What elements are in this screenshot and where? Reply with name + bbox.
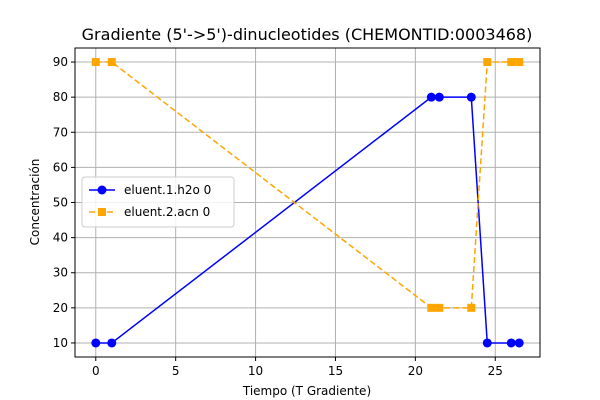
y-tick-label: 80 — [53, 90, 68, 104]
y-tick-label: 90 — [53, 55, 68, 69]
data-point — [483, 58, 492, 67]
data-point — [435, 303, 444, 312]
data-point — [514, 338, 524, 348]
x-tick-label: 0 — [92, 364, 100, 378]
series-layer — [91, 58, 524, 348]
y-tick-label: 70 — [53, 125, 68, 139]
legend-marker — [97, 185, 107, 195]
series-1 — [91, 92, 524, 348]
y-tick-label: 60 — [53, 160, 68, 174]
data-point — [107, 338, 117, 348]
legend-label: eluent.2.acn 0 — [124, 205, 210, 219]
data-point — [506, 338, 516, 348]
legend-box — [81, 176, 235, 228]
data-point — [482, 338, 492, 348]
data-point — [467, 303, 476, 312]
chart-title: Gradiente (5'->5')-dinucleotides (CHEMON… — [82, 25, 533, 44]
y-tick-label: 20 — [53, 301, 68, 315]
data-point — [91, 58, 100, 67]
data-point — [91, 338, 101, 348]
y-tick-label: 40 — [53, 231, 68, 245]
axis-ticks: 0 5 10 15 20 25 10 20 30 40 50 60 70 80 90 — [53, 55, 503, 378]
x-tick-label: 25 — [488, 364, 503, 378]
grid — [75, 48, 540, 357]
data-point — [507, 58, 516, 67]
x-tick-label: 15 — [328, 364, 343, 378]
x-tick-label: 20 — [408, 364, 423, 378]
legend-item: eluent.2.acn 0 — [89, 205, 210, 219]
legend-marker — [98, 208, 106, 216]
series-2 — [91, 58, 524, 312]
y-tick-label: 10 — [53, 336, 68, 350]
legend-label: eluent.1.h2o 0 — [124, 183, 211, 197]
data-point — [427, 303, 436, 312]
x-tick-label: 10 — [248, 364, 263, 378]
data-point — [515, 58, 524, 67]
x-axis-label: Tiempo (T Gradiente) — [242, 384, 371, 398]
data-point — [426, 92, 436, 102]
legend: eluent.1.h2o 0 eluent.2.acn 0 — [81, 176, 235, 228]
y-tick-label: 30 — [53, 266, 68, 280]
data-point — [434, 92, 444, 102]
data-point — [107, 58, 116, 67]
data-point — [466, 92, 476, 102]
x-tick-label: 5 — [172, 364, 180, 378]
y-axis-label: Concentración — [28, 159, 42, 246]
legend-item: eluent.1.h2o 0 — [89, 183, 211, 197]
y-tick-label: 50 — [53, 196, 68, 210]
